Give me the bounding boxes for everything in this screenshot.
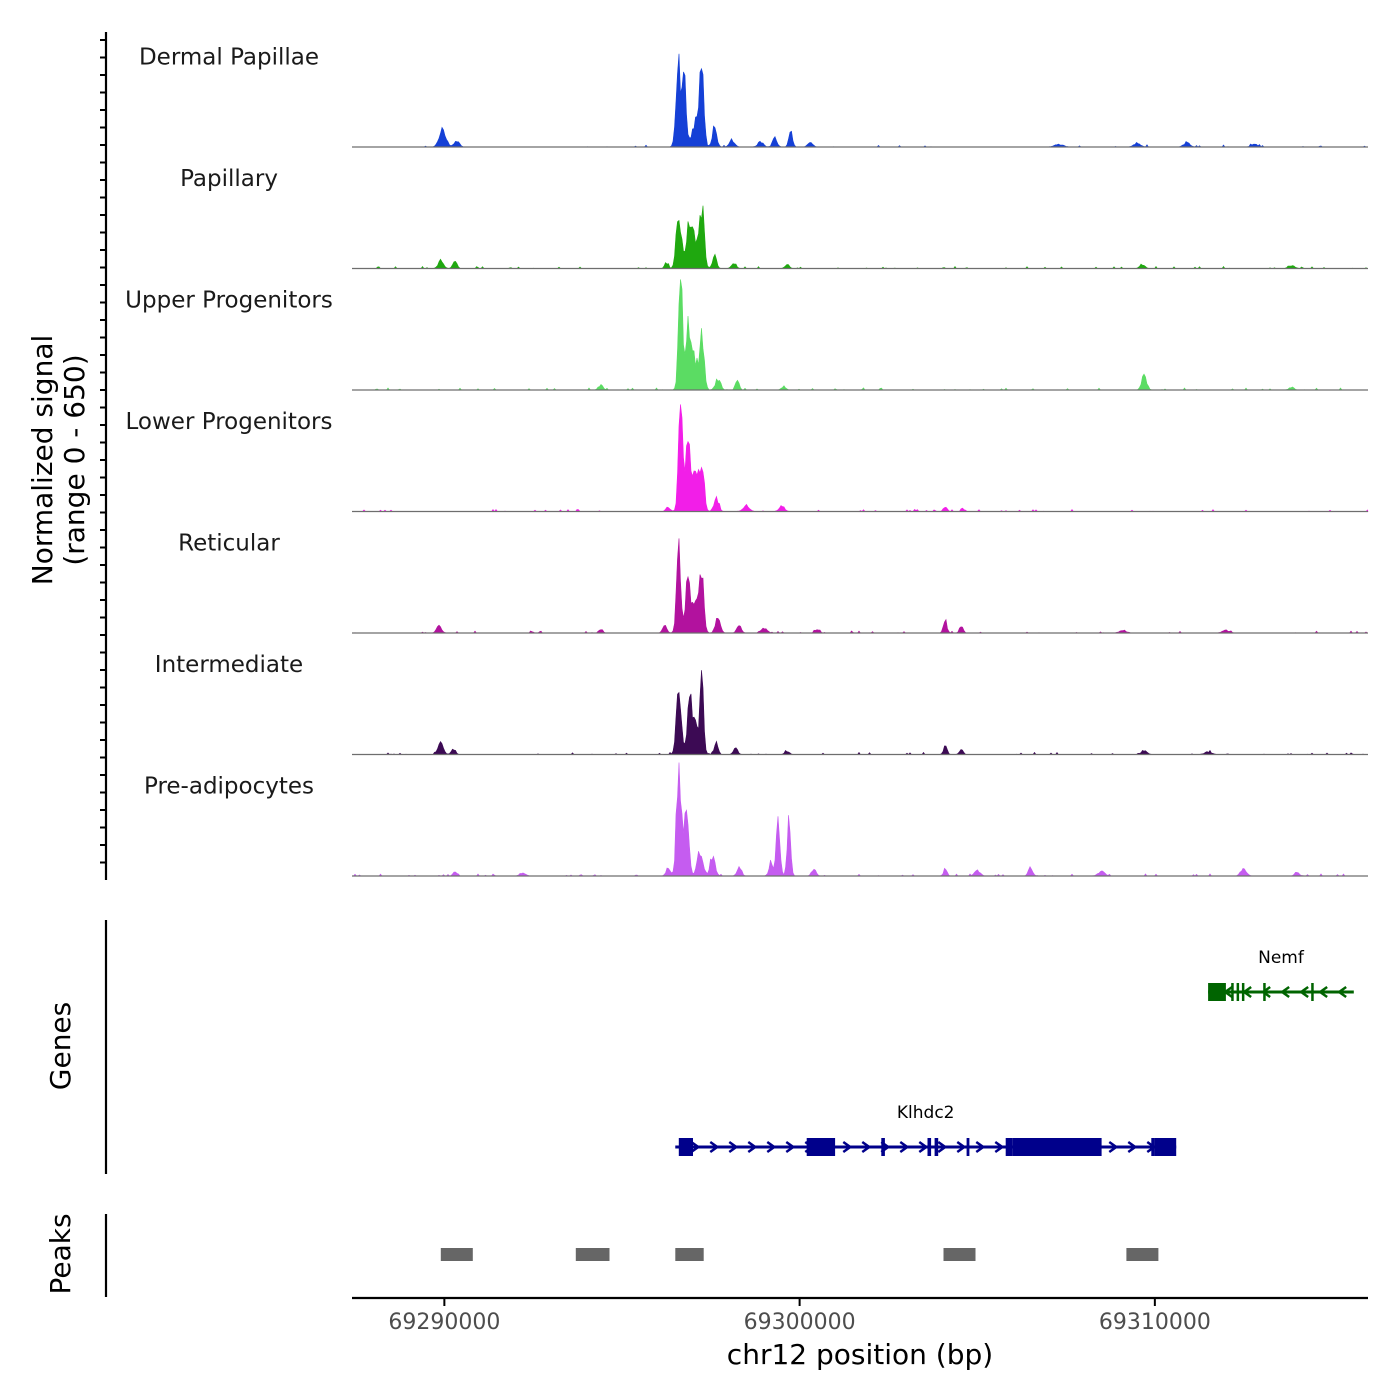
gene-label: Klhdc2 bbox=[897, 1103, 955, 1123]
peak-region bbox=[675, 1248, 704, 1261]
peak-region bbox=[943, 1248, 976, 1261]
exon bbox=[1311, 983, 1314, 1001]
strand-arrow bbox=[1336, 985, 1347, 999]
x-tick-label: 69290000 bbox=[388, 1310, 500, 1335]
peaks-axis-label: Peaks bbox=[44, 1213, 77, 1294]
exon bbox=[1005, 1138, 1013, 1156]
exon bbox=[1154, 1138, 1177, 1156]
coverage-area bbox=[352, 404, 1369, 512]
track-label: Intermediate bbox=[155, 652, 303, 678]
peak-region bbox=[575, 1248, 610, 1261]
strand-arrow bbox=[1260, 985, 1271, 999]
peak-regions-track bbox=[440, 1248, 1159, 1261]
strand-arrow bbox=[709, 1140, 720, 1154]
y-axis-label-line2: (range 0 - 650) bbox=[58, 354, 91, 565]
coverage-area bbox=[352, 670, 1368, 755]
gene-label: Nemf bbox=[1258, 948, 1305, 968]
exon bbox=[881, 1138, 885, 1156]
strand-arrow bbox=[842, 1140, 853, 1154]
coverage-area bbox=[352, 53, 1368, 148]
track-pre-adipocytes: Pre-adipocytes bbox=[144, 762, 1368, 877]
genes-axis-label: Genes bbox=[44, 1002, 77, 1090]
exon bbox=[934, 1138, 939, 1156]
coverage-area bbox=[352, 538, 1368, 634]
exon bbox=[1151, 1138, 1155, 1156]
track-label: Dermal Papillae bbox=[139, 45, 319, 71]
coverage-area bbox=[352, 762, 1368, 877]
y-axis-label-line1: Normalized signal bbox=[26, 335, 59, 586]
strand-arrow bbox=[1127, 1140, 1138, 1154]
coverage-area bbox=[352, 279, 1368, 391]
x-axis-title: chr12 position (bp) bbox=[727, 1338, 993, 1371]
strand-arrow bbox=[690, 1140, 701, 1154]
strand-arrow bbox=[975, 1140, 986, 1154]
strand-arrow bbox=[747, 1140, 758, 1154]
track-label: Lower Progenitors bbox=[126, 409, 333, 435]
track-label: Papillary bbox=[180, 166, 278, 192]
exon bbox=[1241, 983, 1245, 1001]
strand-arrow bbox=[1298, 985, 1309, 999]
strand-arrow bbox=[937, 1140, 948, 1154]
peak-region bbox=[1126, 1248, 1159, 1261]
track-lower-progenitors: Lower Progenitors bbox=[126, 404, 1369, 513]
track-reticular: Reticular bbox=[178, 531, 1368, 634]
exon bbox=[927, 1138, 932, 1156]
strand-arrow bbox=[1317, 985, 1328, 999]
strand-arrow bbox=[1279, 985, 1290, 999]
x-tick-label: 69310000 bbox=[1099, 1310, 1211, 1335]
strand-arrow bbox=[766, 1140, 777, 1154]
coverage-area bbox=[352, 205, 1368, 269]
track-label: Upper Progenitors bbox=[125, 288, 333, 314]
coverage-tracks: Dermal Papillae Papillary Upper Progenitor… bbox=[125, 45, 1369, 877]
strand-arrow bbox=[785, 1140, 796, 1154]
exon bbox=[1012, 1138, 1102, 1156]
gene-nemf: Nemf bbox=[1208, 948, 1354, 1001]
strand-arrow bbox=[994, 1140, 1005, 1154]
track-dermal-papillae: Dermal Papillae bbox=[139, 45, 1368, 148]
exon bbox=[806, 1138, 836, 1156]
exon bbox=[1231, 983, 1234, 1001]
exon bbox=[1263, 983, 1266, 1001]
gene-annotation-track: Nemf Klhdc2 bbox=[675, 948, 1354, 1156]
left-axes bbox=[100, 32, 108, 1297]
strand-arrow bbox=[899, 1140, 910, 1154]
track-papillary: Papillary bbox=[180, 166, 1368, 270]
x-tick-label: 69300000 bbox=[744, 1310, 856, 1335]
track-label: Pre-adipocytes bbox=[144, 774, 314, 800]
exon bbox=[678, 1138, 693, 1156]
peak-region bbox=[440, 1248, 473, 1261]
track-intermediate: Intermediate bbox=[155, 652, 1368, 756]
strand-arrow bbox=[918, 1140, 929, 1154]
track-upper-progenitors: Upper Progenitors bbox=[125, 279, 1368, 391]
exon bbox=[966, 1138, 970, 1156]
track-label: Reticular bbox=[178, 531, 280, 557]
exon bbox=[1236, 983, 1240, 1001]
strand-arrow bbox=[1108, 1140, 1119, 1154]
x-axis: 69290000 69300000 69310000 bbox=[352, 1296, 1368, 1335]
exon bbox=[1208, 983, 1226, 1001]
gene-klhdc2: Klhdc2 bbox=[675, 1103, 1177, 1156]
strand-arrow bbox=[728, 1140, 739, 1154]
strand-arrow bbox=[861, 1140, 872, 1154]
strand-arrow bbox=[956, 1140, 967, 1154]
